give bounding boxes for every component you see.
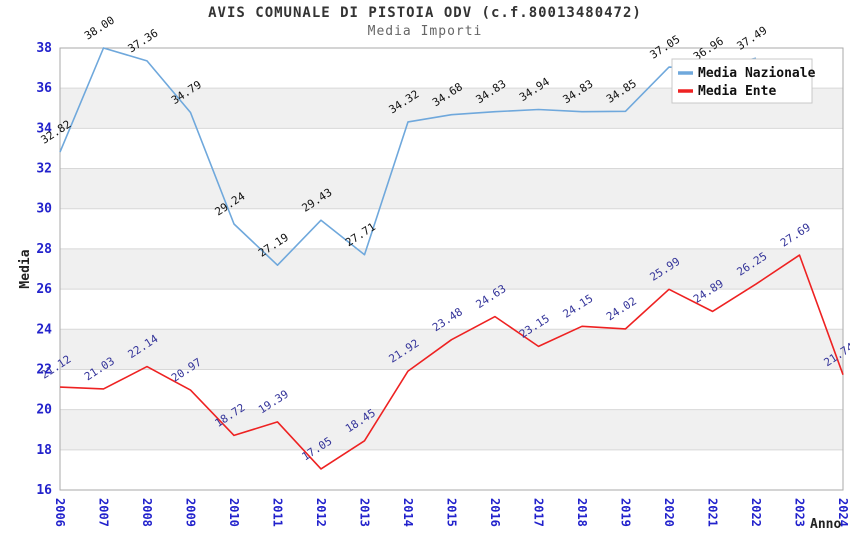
y-tick-label: 38 (36, 41, 52, 56)
x-tick-label: 2015 (445, 498, 459, 527)
x-tick-label: 2021 (706, 498, 720, 527)
series-line-media-nazionale (59, 47, 757, 267)
y-tick-label: 34 (36, 121, 52, 136)
plot-band (60, 168, 843, 209)
x-tick-label: 2018 (575, 498, 589, 527)
x-tick-label: 2024 (836, 498, 850, 527)
plot-band (60, 329, 843, 370)
plot-band (60, 248, 843, 290)
x-tick-label: 2006 (53, 498, 67, 527)
plot-band (60, 409, 843, 450)
y-tick-label: 28 (36, 242, 52, 257)
x-tick-label: 2016 (488, 498, 502, 527)
chart-title: AVIS COMUNALE DI PISTOIA ODV (c.f.800134… (208, 5, 642, 21)
y-tick-label: 30 (36, 202, 52, 217)
y-tick-label: 18 (36, 443, 52, 458)
y-tick-label: 36 (36, 81, 52, 96)
y-axis-title: Media (18, 249, 33, 288)
y-tick-label: 32 (36, 162, 52, 177)
legend-label-media-ente: Media Ente (698, 84, 776, 99)
x-tick-label: 2023 (793, 498, 807, 527)
x-tick-label: 2014 (401, 498, 415, 527)
x-tick-label: 2007 (97, 498, 111, 527)
x-tick-label: 2019 (619, 498, 633, 527)
x-tick-label: 2011 (271, 498, 285, 527)
x-tick-label: 2020 (662, 498, 676, 527)
x-tick-label: 2013 (358, 498, 372, 527)
data-point-label-media-ente: 27.69 (778, 221, 813, 250)
plot-border (59, 47, 844, 491)
chart-subtitle: Media Importi (367, 24, 483, 39)
x-tick-label: 2009 (184, 498, 198, 527)
y-tick-label: 20 (36, 403, 52, 418)
data-point-label-media-ente: 24.02 (604, 294, 639, 323)
x-tick-label: 2017 (532, 498, 546, 527)
x-tick-label: 2010 (227, 498, 241, 527)
x-tick-label: 2012 (314, 498, 328, 527)
y-tick-label: 26 (36, 282, 52, 297)
legend-label-media-nazionale: Media Nazionale (698, 66, 816, 81)
x-tick-label: 2008 (140, 498, 154, 527)
legend (671, 58, 813, 104)
data-point-label-media-nazionale: 27.71 (343, 220, 378, 249)
y-tick-label: 22 (36, 362, 52, 377)
y-tick-label: 16 (36, 483, 52, 498)
x-axis-title: Anno (810, 517, 841, 532)
data-point-label-media-ente: 24.15 (561, 292, 596, 321)
y-tick-label: 24 (36, 322, 52, 337)
x-tick-label: 2022 (749, 498, 763, 527)
series-line-media-ente (59, 254, 844, 470)
